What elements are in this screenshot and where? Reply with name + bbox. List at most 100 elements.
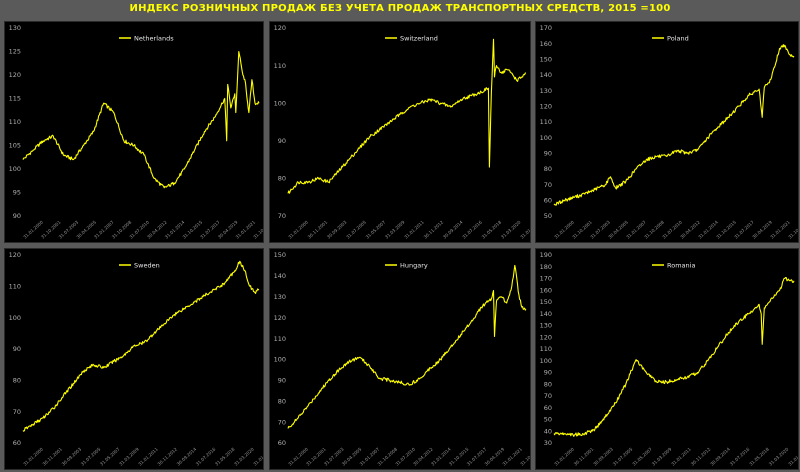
y-tick-label: 80 (278, 397, 286, 405)
x-tick-label: 31.05.2007 (631, 446, 653, 467)
y-tick-label: 120 (9, 251, 21, 259)
y-tick-label: 30 (544, 439, 552, 447)
y-tick-label: 60 (13, 439, 21, 447)
y-tick-label: 70 (544, 181, 552, 189)
x-tick-label: 31.05.2018 (748, 446, 770, 467)
y-tick-label: 160 (540, 40, 552, 48)
chart-netherlands: 90 95 100 105 110 115 120 125 130 31.01.2000 31.10… (4, 21, 264, 243)
chart-hungary: 60 70 80 90 100 110 120 130 140 150 31.01.2000 31.1… (269, 248, 531, 470)
series-line (553, 276, 795, 437)
y-tick-label: 100 (274, 356, 286, 364)
y-tick-label: 90 (544, 150, 552, 158)
x-tick-label: 31.01.2022 (787, 446, 798, 467)
y-tick-label: 110 (9, 118, 21, 126)
y-tick-label: 100 (9, 165, 21, 173)
chart-svg: 6070809010011012013014015031.01.200031.1… (274, 251, 530, 467)
y-tick-label: 80 (13, 377, 21, 385)
page-title: ИНДЕКС РОЗНИЧНЫХ ПРОДАЖ БЕЗ УЧЕТА ПРОДАЖ… (129, 3, 671, 14)
y-tick-label: 140 (274, 272, 286, 280)
y-tick-label: 100 (9, 314, 21, 322)
legend-label: Hungary (400, 261, 428, 269)
series-line (287, 38, 527, 194)
y-tick-label: 60 (544, 404, 552, 412)
x-tick-label: 30.11.2001 (573, 446, 595, 467)
y-tick-label: 170 (540, 275, 552, 283)
y-tick-label: 115 (9, 95, 21, 103)
y-tick-label: 40 (544, 427, 552, 435)
chart-svg: 6070809010011012031.01.200030.11.200130.… (9, 251, 263, 467)
series-line (22, 50, 260, 189)
x-tick-label: 30.11.2012 (423, 219, 445, 240)
x-tick-label: 30.09.2003 (326, 219, 348, 240)
y-tick-label: 130 (540, 322, 552, 330)
y-tick-label: 110 (540, 118, 552, 126)
y-tick-label: 140 (540, 71, 552, 79)
y-tick-label: 90 (13, 212, 21, 220)
y-tick-label: 120 (274, 24, 286, 32)
series-line (287, 264, 527, 429)
legend-label: Romania (667, 261, 695, 269)
chart-svg: 909510010511011512012513031.01.200031.10… (9, 24, 263, 240)
y-tick-label: 150 (540, 56, 552, 64)
y-tick-label: 70 (13, 408, 21, 416)
legend-label: Switzerland (400, 34, 438, 42)
y-tick-label: 70 (544, 392, 552, 400)
y-tick-label: 60 (544, 197, 552, 205)
y-tick-label: 90 (544, 369, 552, 377)
x-tick-label: 31.01.2000 (287, 219, 309, 240)
x-tick-label: 30.11.2012 (690, 446, 712, 467)
x-tick-label: 31.05.2018 (481, 219, 503, 240)
y-tick-label: 90 (278, 377, 286, 385)
x-tick-label: 31.05.2007 (365, 219, 387, 240)
y-tick-label: 140 (540, 310, 552, 318)
y-tick-label: 70 (278, 212, 286, 220)
y-tick-label: 130 (9, 24, 21, 32)
y-tick-label: 120 (9, 71, 21, 79)
y-tick-label: 100 (540, 134, 552, 142)
y-tick-label: 110 (540, 345, 552, 353)
y-tick-label: 105 (9, 142, 21, 150)
y-tick-label: 70 (278, 418, 286, 426)
x-tick-label: 31.07.2005 (612, 446, 634, 467)
x-tick-label: 31.03.2020 (768, 446, 790, 467)
y-tick-label: 100 (274, 99, 286, 107)
x-tick-label: 31.01.2011 (670, 446, 692, 467)
chart-svg: 30 40 50 60 70 80 90 100 110 120 130 140 150 160 170 18… (540, 251, 798, 467)
y-tick-label: 110 (274, 62, 286, 70)
y-tick-label: 80 (544, 380, 552, 388)
series-line (553, 44, 795, 206)
y-tick-label: 150 (274, 251, 286, 259)
series-line (22, 260, 260, 432)
legend-label: Poland (667, 34, 689, 42)
y-tick-label: 100 (540, 357, 552, 365)
y-tick-label: 180 (540, 263, 552, 271)
y-tick-label: 150 (540, 298, 552, 306)
y-tick-label: 110 (9, 283, 21, 291)
y-tick-label: 80 (544, 165, 552, 173)
x-tick-label: 31.07.2016 (461, 219, 483, 240)
chart-switzerland: 70 80 90 100 110 120 31.01.2000 30.11.2001 30.09… (269, 21, 531, 243)
legend-label: Sweden (134, 261, 160, 269)
x-tick-label: 30.09.2014 (442, 219, 464, 240)
x-tick-label: 31.03.2020 (500, 219, 522, 240)
y-tick-label: 60 (278, 439, 286, 447)
y-tick-label: 50 (544, 416, 552, 424)
x-tick-label: 30.11.2001 (307, 219, 329, 240)
chart-svg: 506070809010011012013014015016017031.01.… (540, 24, 798, 240)
y-tick-label: 95 (13, 189, 21, 197)
y-tick-label: 190 (540, 251, 552, 259)
chart-svg: 70809010011012031.01.200030.11.200130.09… (274, 24, 530, 240)
y-tick-label: 120 (540, 333, 552, 341)
chart-poland: 50 60 70 80 90 100 110 120 130 140 150 160 170 31.01.… (535, 21, 799, 243)
y-tick-label: 120 (274, 314, 286, 322)
x-tick-label: 31.07.2005 (345, 219, 367, 240)
x-tick-label: 31.01.2011 (403, 219, 425, 240)
chart-romania: 30 40 50 60 70 80 90 100 110 120 130 140 150 160 170 18… (535, 248, 799, 470)
y-tick-label: 90 (278, 137, 286, 145)
x-tick-label: 30.09.2003 (592, 446, 614, 467)
y-tick-label: 90 (13, 345, 21, 353)
legend-label: Netherlands (134, 34, 174, 42)
y-tick-label: 130 (274, 293, 286, 301)
y-tick-label: 120 (540, 103, 552, 111)
y-tick-label: 170 (540, 24, 552, 32)
